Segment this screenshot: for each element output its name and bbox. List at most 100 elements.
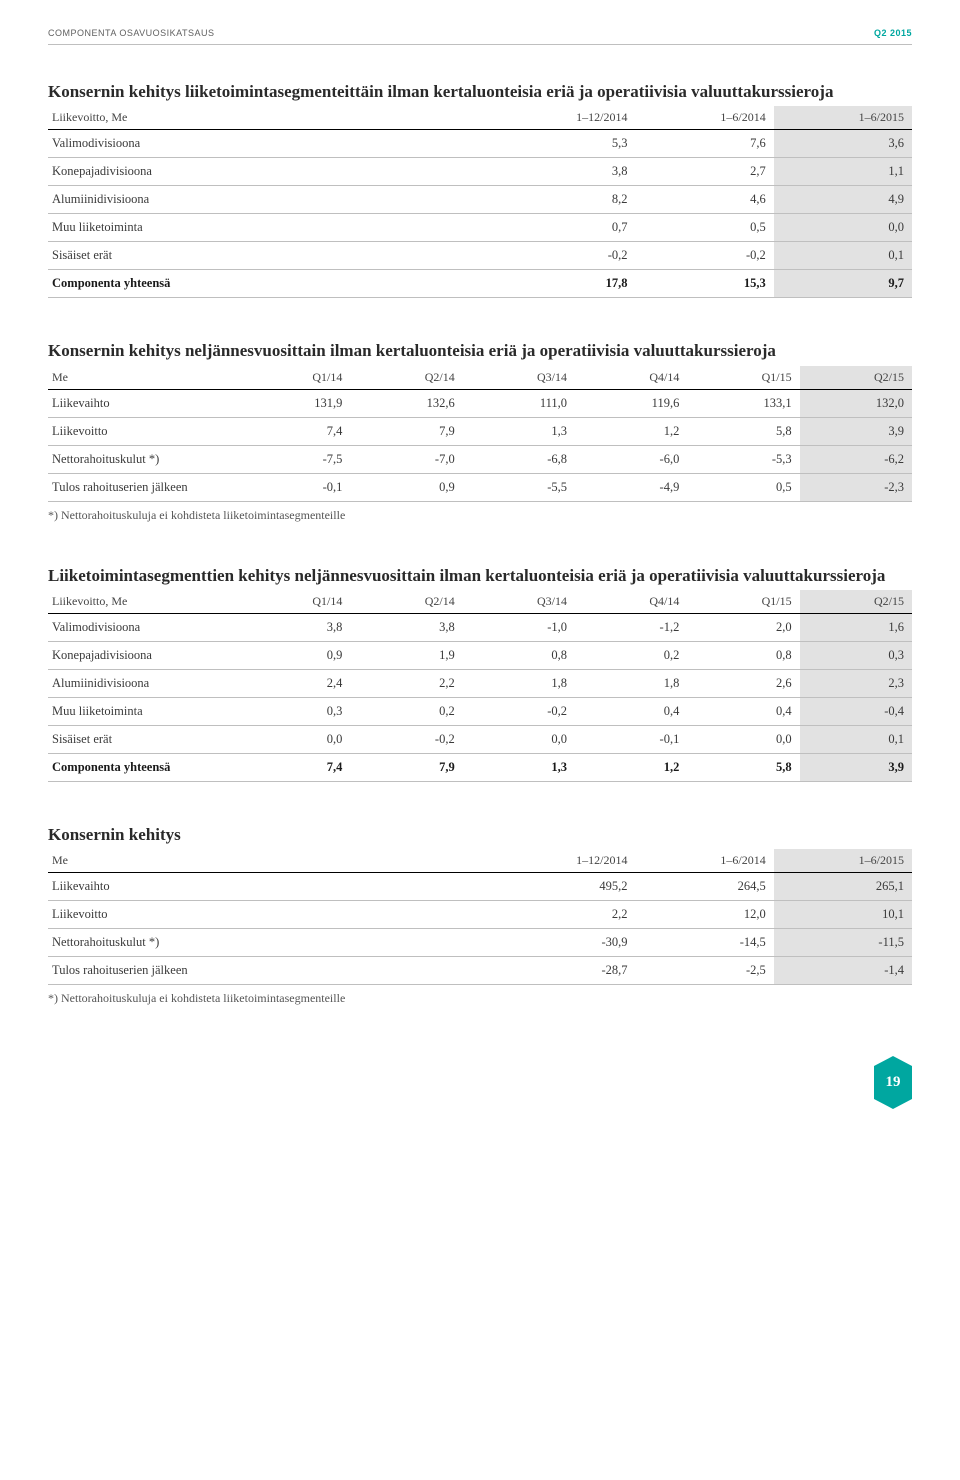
row-label: Nettorahoituskulut *) [48,929,497,957]
cell-value: 1,8 [463,669,575,697]
cell-value: 495,2 [497,873,635,901]
cell-value: 7,4 [238,417,350,445]
page-number-badge: 19 [874,1066,912,1099]
cell-value: 17,8 [497,270,635,298]
table1-title: Konsernin kehitys liiketoimintasegmentei… [48,81,912,102]
col-header: 1–12/2014 [497,106,635,130]
col-header: Q2/15 [800,366,912,390]
cell-value: -5,5 [463,473,575,501]
cell-value: 4,6 [636,186,774,214]
cell-value: -7,5 [238,445,350,473]
page-number-hex: 19 [874,1066,912,1099]
col-header: 1–6/2015 [774,849,912,873]
col-header: Q4/14 [575,366,687,390]
cell-value: 0,8 [687,641,799,669]
col-header: Q2/14 [350,590,462,614]
cell-value: 1,9 [350,641,462,669]
cell-value: 2,4 [238,669,350,697]
cell-value: 0,9 [350,473,462,501]
cell-value: -11,5 [774,929,912,957]
table-row: Liikevoitto7,47,91,31,25,83,9 [48,417,912,445]
cell-value: -5,3 [687,445,799,473]
cell-value: 2,7 [636,158,774,186]
cell-value: 7,4 [238,753,350,781]
col-header: Q4/14 [575,590,687,614]
cell-value: 2,3 [800,669,912,697]
table-row: Nettorahoituskulut *)-7,5-7,0-6,8-6,0-5,… [48,445,912,473]
cell-value: 2,2 [497,901,635,929]
cell-value: -6,8 [463,445,575,473]
row-label: Componenta yhteensä [48,753,238,781]
row-label: Liikevoitto [48,417,238,445]
cell-value: 0,8 [463,641,575,669]
cell-value: 265,1 [774,873,912,901]
table3: Liikevoitto, MeQ1/14Q2/14Q3/14Q4/14Q1/15… [48,590,912,782]
cell-value: -0,1 [575,725,687,753]
cell-value: 0,1 [774,242,912,270]
table3-section: Liiketoimintasegmenttien kehitys neljänn… [48,565,912,782]
col-header: Q1/15 [687,590,799,614]
cell-value: 0,5 [687,473,799,501]
cell-value: 7,6 [636,130,774,158]
table-row: Nettorahoituskulut *)-30,9-14,5-11,5 [48,929,912,957]
cell-value: 3,9 [800,753,912,781]
cell-value: 1,8 [575,669,687,697]
table-row: Alumiinidivisioona8,24,64,9 [48,186,912,214]
row-label: Liikevoitto [48,901,497,929]
cell-value: -1,4 [774,957,912,985]
col-header: Q1/14 [238,590,350,614]
cell-value: -1,2 [575,613,687,641]
row-label: Sisäiset erät [48,725,238,753]
col-header: 1–12/2014 [497,849,635,873]
table4-title: Konsernin kehitys [48,824,912,845]
table-row: Valimodivisioona5,37,63,6 [48,130,912,158]
cell-value: -0,2 [636,242,774,270]
table3-title: Liiketoimintasegmenttien kehitys neljänn… [48,565,912,586]
cell-value: 1,2 [575,753,687,781]
col-header: 1–6/2015 [774,106,912,130]
cell-value: -0,2 [463,697,575,725]
table2-footnote: *) Nettorahoituskuluja ei kohdisteta lii… [48,508,912,523]
row-label: Valimodivisioona [48,613,238,641]
row-label: Tulos rahoituserien jälkeen [48,957,497,985]
cell-value: 7,9 [350,417,462,445]
cell-value: -6,0 [575,445,687,473]
cell-value: 0,7 [497,214,635,242]
table-row: Tulos rahoituserien jälkeen-28,7-2,5-1,4 [48,957,912,985]
cell-value: -6,2 [800,445,912,473]
cell-value: 12,0 [636,901,774,929]
cell-value: 10,1 [774,901,912,929]
cell-value: 119,6 [575,389,687,417]
cell-value: 0,9 [238,641,350,669]
col-header-label: Liikevoitto, Me [48,590,238,614]
table-row: Muu liiketoiminta0,30,2-0,20,40,4-0,4 [48,697,912,725]
col-header: Q3/14 [463,590,575,614]
cell-value: 0,4 [687,697,799,725]
cell-value: -4,9 [575,473,687,501]
row-label: Tulos rahoituserien jälkeen [48,473,238,501]
col-header-label: Me [48,849,497,873]
cell-value: -1,0 [463,613,575,641]
col-header: Q1/14 [238,366,350,390]
cell-value: 0,0 [463,725,575,753]
cell-value: 1,3 [463,753,575,781]
cell-value: 0,0 [238,725,350,753]
table-row: Konepajadivisioona3,82,71,1 [48,158,912,186]
cell-value: -0,1 [238,473,350,501]
table-row: Liikevaihto495,2264,5265,1 [48,873,912,901]
col-header: 1–6/2014 [636,106,774,130]
row-label: Liikevaihto [48,873,497,901]
header-left: COMPONENTA OSAVUOSIKATSAUS [48,28,215,38]
table-row: Liikevoitto2,212,010,1 [48,901,912,929]
cell-value: 9,7 [774,270,912,298]
cell-value: -14,5 [636,929,774,957]
cell-value: 5,8 [687,417,799,445]
table-row: Tulos rahoituserien jälkeen-0,10,9-5,5-4… [48,473,912,501]
cell-value: 1,6 [800,613,912,641]
table-row: Valimodivisioona3,83,8-1,0-1,22,01,6 [48,613,912,641]
cell-value: 3,8 [350,613,462,641]
cell-value: 111,0 [463,389,575,417]
cell-value: 0,2 [575,641,687,669]
col-header: 1–6/2014 [636,849,774,873]
cell-value: 15,3 [636,270,774,298]
